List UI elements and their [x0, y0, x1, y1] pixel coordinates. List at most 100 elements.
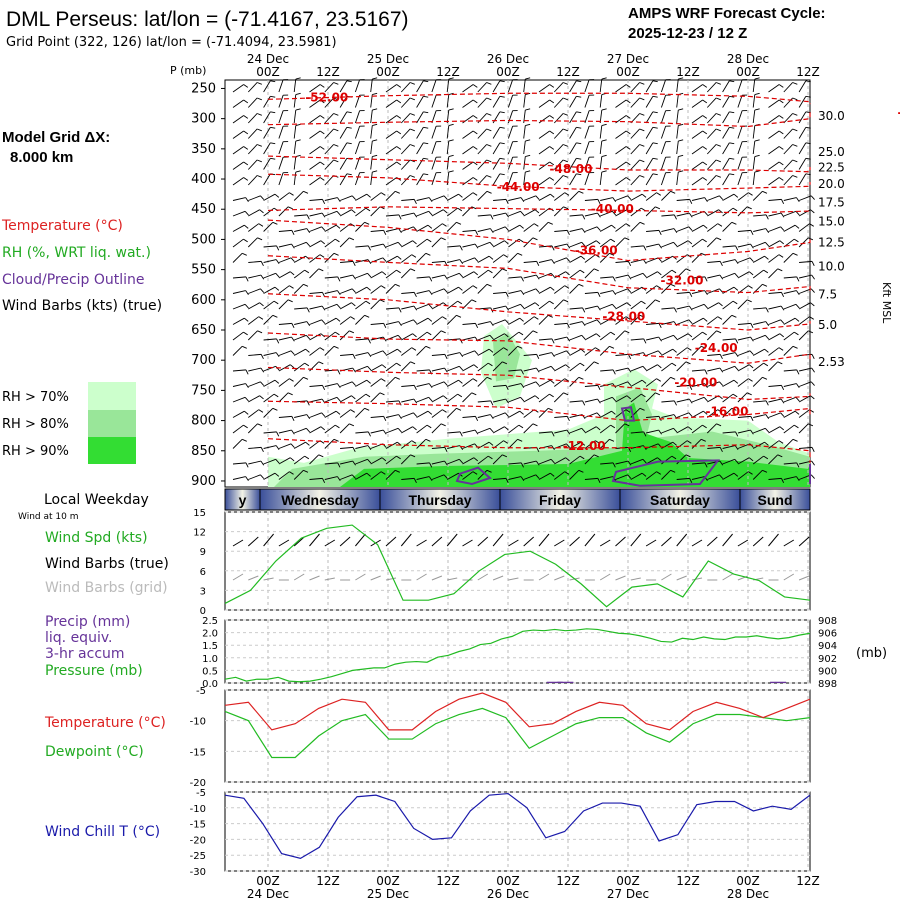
- wind-barb-flag: [245, 462, 249, 468]
- wind-barb-flag: [627, 381, 632, 386]
- wind-barb: [615, 330, 626, 341]
- wind-barb: [783, 383, 797, 387]
- surface-wind-barb-grid: [232, 573, 244, 581]
- wind-barb: [783, 224, 796, 232]
- wind-barb: [768, 347, 780, 356]
- wind-barb: [492, 347, 504, 356]
- wind-barb: [599, 238, 611, 248]
- wind-barb-flag: [380, 192, 386, 196]
- wind-barb-flag: [601, 170, 607, 173]
- wind-barb-flag: [410, 361, 416, 365]
- wind-barb-flag: [562, 128, 568, 132]
- wind-barb-flag: [810, 288, 815, 293]
- wind-barb-flag: [729, 111, 735, 114]
- wind-barb-flag: [657, 364, 662, 369]
- wind-barb: [722, 431, 736, 434]
- wind-barb-flag: [525, 154, 531, 158]
- wind-barb: [798, 330, 809, 341]
- wind-barb: [431, 195, 445, 201]
- wind-barb: [783, 252, 794, 263]
- wind-barb: [447, 458, 460, 465]
- wind-barb: [554, 429, 568, 434]
- wind-barb: [385, 99, 397, 108]
- wind-barb: [584, 291, 598, 294]
- cycle-label: AMPS WRF Forecast Cycle:: [628, 5, 826, 22]
- wind-barb-flag: [351, 381, 356, 386]
- wind-barb-flag: [778, 130, 784, 135]
- wind-barb: [706, 82, 717, 93]
- wind-barb: [554, 378, 565, 387]
- wind-barb-flag: [256, 113, 262, 116]
- wind-barb-flag: [670, 469, 676, 473]
- wind-barb-flag: [472, 378, 478, 382]
- wind-barb-flag: [640, 300, 646, 305]
- wind-barb: [722, 472, 735, 480]
- wind-barb: [553, 206, 564, 217]
- wind-barb: [278, 336, 292, 341]
- wind-barb: [416, 345, 427, 356]
- wind-barb: [554, 471, 565, 480]
- wind-barb-flag: [448, 77, 454, 80]
- surface-wind-barb: [385, 536, 397, 547]
- wind-barb: [752, 110, 756, 124]
- wind-barb: [722, 142, 730, 155]
- model-grid-label: Model Grid ΔX:: [2, 129, 110, 146]
- wind-barb: [232, 210, 246, 217]
- wind-barb-flag: [550, 273, 555, 278]
- wind-barb: [492, 158, 501, 170]
- wind-barb: [401, 347, 412, 356]
- wind-barb-flag: [334, 424, 340, 429]
- wind-barb: [324, 128, 334, 139]
- wind-barb-flag: [625, 161, 631, 166]
- wind-barb: [477, 159, 487, 170]
- wind-barb: [309, 226, 322, 232]
- wind-barb-flag: [566, 350, 571, 355]
- temperature-line: [224, 692, 811, 731]
- wind-barb-flag: [565, 457, 570, 462]
- wind-barb: [630, 379, 643, 387]
- wind-barb-flag: [748, 378, 753, 382]
- wind-barb: [584, 212, 598, 217]
- surface-wind-barb-grid: [324, 577, 335, 581]
- wind-barb: [309, 198, 323, 201]
- wind-barb: [691, 476, 705, 480]
- wind-barb: [370, 285, 382, 294]
- wind-tick-label: 12: [193, 528, 206, 539]
- wind-barb: [232, 177, 244, 186]
- wind-barb: [293, 141, 297, 155]
- wind-barb-flag: [748, 457, 754, 462]
- wind-barb-flag: [657, 350, 662, 355]
- wind-barb-flag: [811, 367, 815, 373]
- wind-barb: [691, 424, 703, 434]
- wind-barb-flag: [337, 290, 341, 295]
- legend-rh80: RH > 80%: [2, 417, 69, 432]
- rh-region: [493, 333, 520, 382]
- wind-barb: [569, 455, 581, 465]
- wind-barb: [783, 175, 793, 186]
- wind-chill-line: [224, 792, 811, 860]
- wind-barb-flag: [337, 369, 341, 375]
- wind-barb: [523, 125, 526, 139]
- wind-barb-flag: [448, 139, 454, 142]
- wind-barb-flag: [333, 345, 339, 349]
- wind-barb-flag: [750, 323, 754, 329]
- wind-barb-flag: [628, 261, 632, 267]
- wind-barb-flag: [746, 392, 752, 396]
- wind-barb: [706, 128, 717, 139]
- wind-barb-flag: [719, 447, 723, 453]
- wind-barb: [768, 212, 782, 217]
- wind-barb-flag: [474, 257, 479, 262]
- wind-barb-flag: [578, 190, 584, 194]
- wind-barb-flag: [409, 113, 415, 116]
- wind-barb: [523, 423, 534, 434]
- wind-barb-flag: [716, 330, 722, 334]
- wind-barb-flag: [597, 292, 601, 298]
- wind-barb-flag: [627, 288, 632, 293]
- wind-barb: [599, 331, 611, 341]
- wind-barb: [431, 223, 443, 232]
- wind-barb: [385, 400, 399, 403]
- wind-barb: [645, 80, 654, 93]
- wind-barb-flag: [729, 80, 735, 83]
- wind-barb: [339, 316, 351, 325]
- wind-barb-flag: [243, 115, 249, 119]
